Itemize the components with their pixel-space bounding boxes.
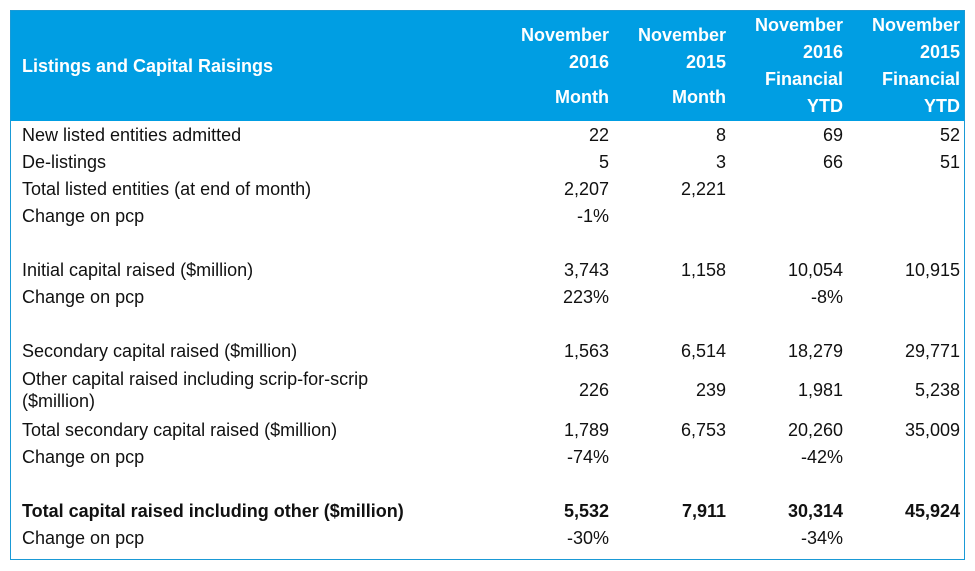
table-cell: -74% — [566, 446, 609, 467]
column-header-line: 2016 — [802, 42, 843, 62]
column-header-line: Month — [555, 86, 609, 107]
column-header-line: Month — [672, 86, 726, 107]
table-cell — [847, 175, 964, 202]
table-cell: 5,532 — [563, 500, 609, 521]
table-cell — [847, 524, 964, 551]
table-cell — [613, 524, 730, 551]
table-cell: 1,981 — [797, 380, 843, 400]
table-cell: 6,514 — [680, 340, 726, 361]
column-header-line: Financial — [881, 69, 960, 89]
table-cell: 29,771 — [904, 340, 960, 361]
table-row-total: Total capital raised including other ($m… — [11, 497, 964, 524]
row-label: De-listings — [22, 151, 107, 172]
table-cell: 66 — [822, 151, 843, 172]
row-label: Total capital raised including other ($m… — [22, 500, 404, 521]
table-cell: 1,789 — [563, 419, 609, 440]
table-cell: 5,238 — [914, 380, 960, 400]
row-label-line: Other capital raised including scrip-for… — [22, 369, 369, 389]
table-cell: 51 — [939, 151, 960, 172]
row-label: Total secondary capital raised ($million… — [22, 419, 338, 440]
row-label: Secondary capital raised ($million) — [22, 340, 298, 361]
column-header-line: YTD — [807, 96, 843, 116]
table-cell — [847, 283, 964, 310]
table-cell: 3,743 — [563, 259, 609, 280]
row-label: New listed entities admitted — [22, 124, 242, 145]
column-header-line: 2016 — [568, 51, 609, 72]
table-cell — [847, 443, 964, 470]
stats-table-frame: Listings and Capital Raisings November 2… — [10, 10, 965, 560]
table-row: Initial capital raised ($million) 3,743 … — [11, 256, 964, 283]
table-title: Listings and Capital Raisings — [11, 11, 496, 121]
table-row: Change on pcp -30% -34% — [11, 524, 964, 551]
row-label: Change on pcp — [22, 527, 145, 548]
row-label: Change on pcp — [22, 205, 145, 226]
table-cell: 18,279 — [787, 340, 843, 361]
table-cell: 35,009 — [904, 419, 960, 440]
table-header-row: Listings and Capital Raisings November 2… — [11, 11, 964, 121]
column-header-nov2015-month: November 2015 Month — [613, 11, 730, 121]
table-cell: 1,563 — [563, 340, 609, 361]
column-header-nov2016-month: November 2016 Month — [496, 11, 613, 121]
table-row: Total secondary capital raised ($million… — [11, 416, 964, 443]
table-cell: 3 — [715, 151, 726, 172]
table-cell: 5 — [598, 151, 609, 172]
column-header-line: November — [637, 24, 726, 45]
table-spacer-row — [11, 229, 964, 256]
table-cell: -42% — [800, 446, 843, 467]
table-cell: 6,753 — [680, 419, 726, 440]
table-cell: 30,314 — [787, 500, 843, 521]
row-label: Other capital raised including scrip-for… — [11, 364, 496, 416]
table-cell: 20,260 — [787, 419, 843, 440]
table-cell: 7,911 — [681, 500, 726, 521]
table-row: Total listed entities (at end of month) … — [11, 175, 964, 202]
table-row: Change on pcp -1% — [11, 202, 964, 229]
table-spacer-row — [11, 470, 964, 497]
column-header-nov2016-ytd: November 2016 Financial YTD — [730, 11, 847, 121]
table-cell — [730, 202, 847, 229]
row-label-line: ($million) — [22, 391, 96, 411]
column-header-line: 2015 — [919, 42, 960, 62]
column-header-line: Financial — [764, 69, 843, 89]
column-header-line: YTD — [924, 96, 960, 116]
row-label: Total listed entities (at end of month) — [22, 178, 312, 199]
table-cell: 8 — [715, 124, 726, 145]
table-row: De-listings 5 3 66 51 — [11, 148, 964, 175]
table-row: Change on pcp 223% -8% — [11, 283, 964, 310]
table-cell: -30% — [566, 527, 609, 548]
table-row: Other capital raised including scrip-for… — [11, 364, 964, 416]
table-cell — [613, 443, 730, 470]
column-header-line: November — [754, 15, 843, 35]
table-cell: 226 — [578, 380, 609, 400]
column-header-line: November — [871, 15, 960, 35]
table-spacer-row — [11, 310, 964, 337]
table-cell: -8% — [810, 286, 843, 307]
column-header-line: November — [520, 24, 609, 45]
row-label: Initial capital raised ($million) — [22, 259, 254, 280]
column-header-line: 2015 — [685, 51, 726, 72]
table-cell: 69 — [822, 124, 843, 145]
table-cell: 10,054 — [787, 259, 843, 280]
row-label: Change on pcp — [22, 286, 145, 307]
table-cell — [730, 175, 847, 202]
table-cell: 45,924 — [904, 500, 960, 521]
table-row: Change on pcp -74% -42% — [11, 443, 964, 470]
table-cell: 22 — [588, 124, 609, 145]
table-row: Secondary capital raised ($million) 1,56… — [11, 337, 964, 364]
table-cell — [613, 283, 730, 310]
table-cell — [847, 202, 964, 229]
column-header-nov2015-ytd: November 2015 Financial YTD — [847, 11, 964, 121]
table-cell: 239 — [695, 380, 726, 400]
table-cell: 2,221 — [680, 178, 726, 199]
table-cell: 1,158 — [680, 259, 726, 280]
table-cell: 2,207 — [563, 178, 609, 199]
listings-capital-table: Listings and Capital Raisings November 2… — [11, 11, 964, 551]
table-cell: 52 — [939, 124, 960, 145]
table-cell: 223% — [562, 286, 609, 307]
table-cell: -1% — [576, 205, 609, 226]
row-label: Change on pcp — [22, 446, 145, 467]
table-cell: 10,915 — [904, 259, 960, 280]
table-cell: -34% — [800, 527, 843, 548]
table-row: New listed entities admitted 22 8 69 52 — [11, 121, 964, 148]
table-cell — [613, 202, 730, 229]
